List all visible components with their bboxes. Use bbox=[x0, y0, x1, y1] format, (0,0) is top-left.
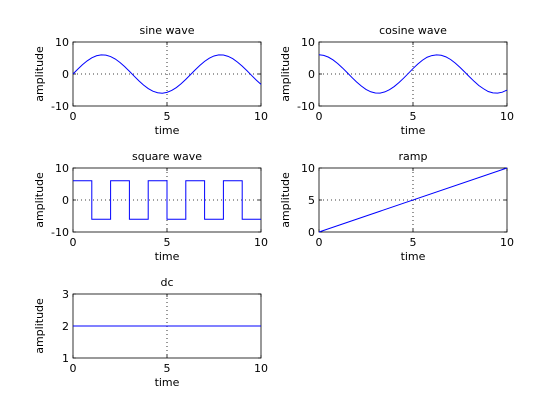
series-line bbox=[318, 167, 508, 233]
x-tick-label: 10 bbox=[254, 236, 268, 249]
x-tick-label: 0 bbox=[70, 110, 77, 123]
x-axis-label: time bbox=[401, 250, 426, 263]
x-axis-label: time bbox=[155, 124, 180, 137]
y-axis-label: amplitude bbox=[33, 298, 46, 354]
subplot-title: cosine wave bbox=[379, 24, 447, 37]
y-tick-label: 2 bbox=[62, 320, 69, 333]
x-tick-label: 5 bbox=[164, 110, 171, 123]
y-axis-label: amplitude bbox=[33, 172, 46, 228]
y-tick-label: -10 bbox=[297, 100, 315, 113]
series-line bbox=[73, 180, 261, 220]
x-tick-label: 5 bbox=[410, 236, 417, 249]
x-tick-label: 10 bbox=[500, 236, 514, 249]
x-tick-label: 0 bbox=[316, 110, 323, 123]
x-tick-label: 5 bbox=[164, 362, 171, 375]
y-tick-label: 0 bbox=[62, 68, 69, 81]
y-tick-label: 10 bbox=[55, 36, 69, 49]
x-tick-label: 10 bbox=[254, 110, 268, 123]
x-tick-label: 10 bbox=[254, 362, 268, 375]
y-tick-label: 0 bbox=[62, 194, 69, 207]
x-tick-label: 0 bbox=[316, 236, 323, 249]
x-axis-label: time bbox=[155, 376, 180, 389]
x-tick-label: 0 bbox=[70, 236, 77, 249]
y-tick-label: -10 bbox=[51, 100, 69, 113]
y-tick-label: 5 bbox=[308, 194, 315, 207]
series-line bbox=[318, 54, 508, 94]
x-axis-label: time bbox=[155, 250, 180, 263]
subplot-title: sine wave bbox=[139, 24, 194, 37]
series-line bbox=[72, 54, 262, 94]
x-tick-label: 5 bbox=[410, 110, 417, 123]
y-tick-label: -10 bbox=[51, 226, 69, 239]
x-axis-label: time bbox=[401, 124, 426, 137]
y-axis-label: amplitude bbox=[279, 46, 292, 102]
y-tick-label: 0 bbox=[308, 226, 315, 239]
subplot-title: ramp bbox=[399, 150, 428, 163]
y-axis-label: amplitude bbox=[279, 172, 292, 228]
subplot-title: dc bbox=[160, 276, 173, 289]
x-tick-label: 0 bbox=[70, 362, 77, 375]
y-tick-label: 10 bbox=[55, 162, 69, 175]
y-tick-label: 3 bbox=[62, 288, 69, 301]
x-tick-label: 5 bbox=[164, 236, 171, 249]
y-tick-label: 10 bbox=[301, 36, 315, 49]
subplot-title: square wave bbox=[132, 150, 202, 163]
subplot-ramp: 0 5 10 0 5 10 ramp time amplitude bbox=[279, 150, 514, 263]
subplot-dc: 0 5 10 1 2 3 dc time amplitude bbox=[33, 276, 268, 389]
y-tick-label: 10 bbox=[301, 162, 315, 175]
y-tick-label: 1 bbox=[62, 352, 69, 365]
y-axis-label: amplitude bbox=[33, 46, 46, 102]
y-tick-label: 0 bbox=[308, 68, 315, 81]
x-tick-label: 10 bbox=[500, 110, 514, 123]
